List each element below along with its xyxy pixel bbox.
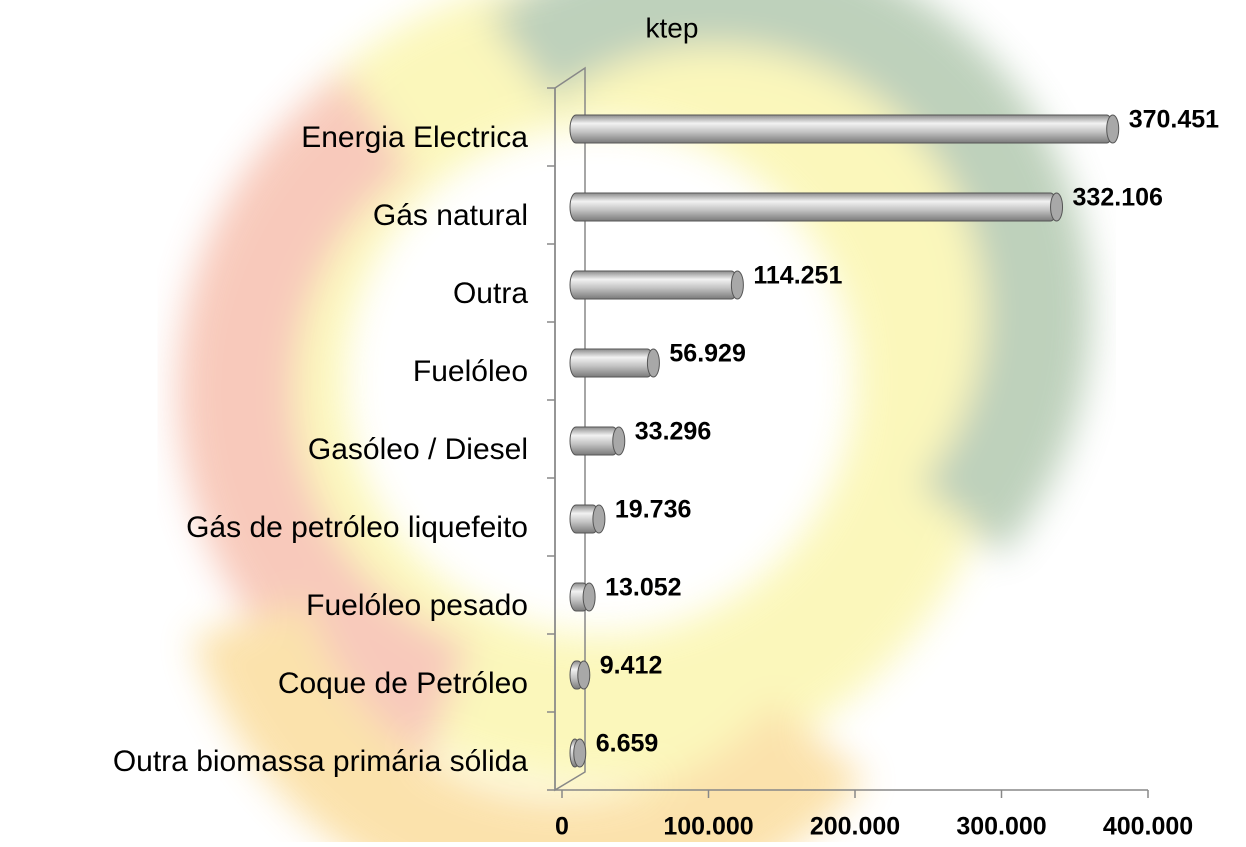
value-label: 9.412 (600, 652, 663, 680)
value-label: 56.929 (669, 340, 745, 368)
bar-cap (592, 504, 606, 534)
x-tick-label: 0 (555, 813, 569, 841)
bar-cap (573, 738, 587, 768)
y-tick-label: Fuelóleo pesado (306, 589, 528, 622)
value-label: 114.251 (753, 262, 842, 290)
y-tick-label: Gás de petróleo liquefeito (186, 511, 528, 544)
value-label: 33.296 (635, 418, 711, 446)
bar (569, 426, 620, 456)
value-label: 19.736 (615, 496, 691, 524)
value-label: 13.052 (605, 574, 681, 602)
value-label: 370.451 (1129, 106, 1219, 134)
bar (569, 348, 654, 378)
bar-cap (730, 270, 744, 300)
y-tick-label: Coque de Petróleo (278, 667, 528, 700)
x-tick-label: 300.000 (956, 813, 1046, 841)
x-tick-label: 100.000 (663, 813, 753, 841)
bar-cap (1050, 192, 1064, 222)
bar-cap (612, 426, 626, 456)
bar-cap (577, 660, 591, 690)
x-tick-label: 400.000 (1103, 813, 1193, 841)
y-tick-label: Energia Electrica (301, 121, 528, 154)
background-rings (177, 0, 1092, 847)
bar (569, 270, 738, 300)
x-tick-label: 200.000 (810, 813, 900, 841)
y-tick-label: Outra (453, 277, 528, 310)
y-tick-label: Outra biomassa primária sólida (113, 745, 528, 778)
y-tick-label: Gás natural (373, 199, 528, 232)
value-label: 6.659 (596, 730, 659, 758)
y-tick-label: Fuelóleo (413, 355, 528, 388)
bar-cap (1106, 114, 1120, 144)
value-label: 332.106 (1073, 184, 1163, 212)
bar-cap (646, 348, 660, 378)
chart-title: ktep (646, 12, 699, 43)
bar (569, 192, 1058, 222)
bar-cap (582, 582, 596, 612)
y-tick-label: Gasóleo / Diesel (308, 433, 528, 466)
bar (569, 114, 1114, 144)
